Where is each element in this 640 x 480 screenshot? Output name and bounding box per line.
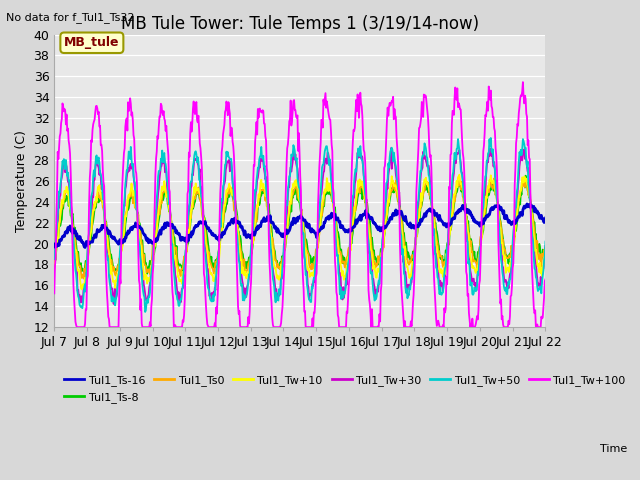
Text: No data for f_Tul1_Ts32: No data for f_Tul1_Ts32	[6, 12, 135, 23]
Legend: Tul1_Ts-16, Tul1_Ts-8, Tul1_Ts0, Tul1_Tw+10, Tul1_Tw+30, Tul1_Tw+50, Tul1_Tw+100: Tul1_Ts-16, Tul1_Ts-8, Tul1_Ts0, Tul1_Tw…	[60, 371, 630, 407]
Text: MB_tule: MB_tule	[64, 36, 120, 49]
Text: Time: Time	[600, 444, 627, 454]
Y-axis label: Temperature (C): Temperature (C)	[15, 130, 28, 232]
Title: MB Tule Tower: Tule Temps 1 (3/19/14-now): MB Tule Tower: Tule Temps 1 (3/19/14-now…	[121, 15, 479, 33]
